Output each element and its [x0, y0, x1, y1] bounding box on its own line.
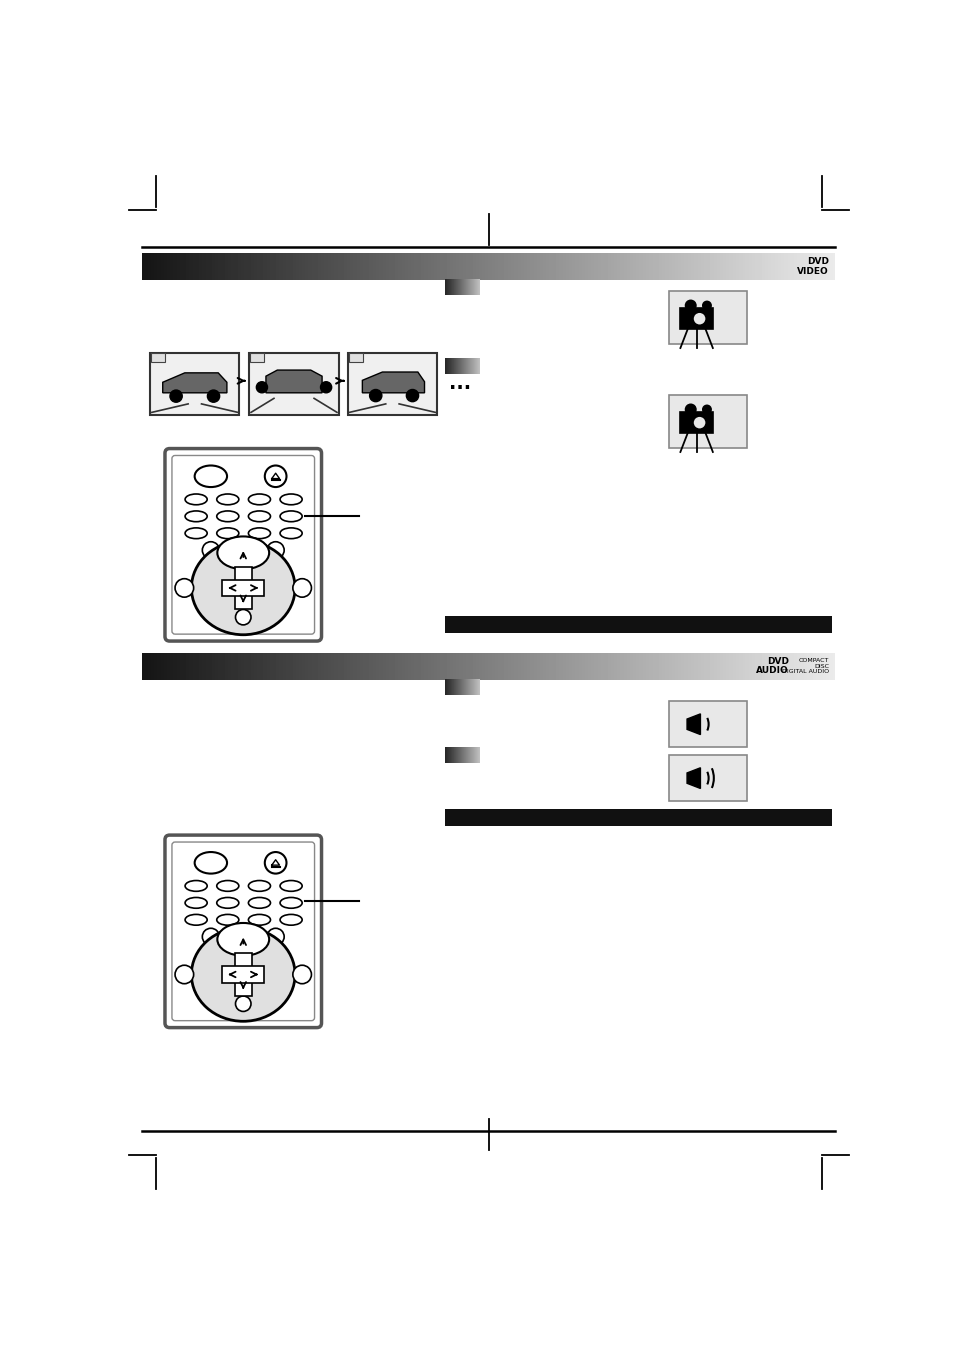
Ellipse shape	[192, 928, 294, 1021]
Ellipse shape	[248, 494, 271, 505]
Polygon shape	[266, 370, 322, 393]
Circle shape	[692, 416, 705, 430]
Circle shape	[702, 301, 710, 309]
Circle shape	[369, 389, 381, 401]
Text: ...: ...	[448, 374, 470, 393]
Bar	[669, 701, 746, 747]
Text: COMPACT
DISC
DIGITAL AUDIO: COMPACT DISC DIGITAL AUDIO	[781, 658, 828, 674]
Ellipse shape	[248, 881, 271, 892]
Ellipse shape	[217, 923, 269, 955]
Ellipse shape	[280, 881, 302, 892]
Ellipse shape	[248, 897, 271, 908]
Bar	[234, 567, 252, 609]
Ellipse shape	[280, 494, 302, 505]
Circle shape	[235, 609, 251, 626]
Ellipse shape	[185, 528, 207, 539]
Polygon shape	[686, 713, 700, 735]
Bar	[444, 809, 831, 825]
Circle shape	[267, 928, 284, 946]
Circle shape	[202, 542, 219, 559]
Ellipse shape	[217, 536, 269, 569]
FancyBboxPatch shape	[165, 835, 321, 1028]
Circle shape	[702, 405, 710, 413]
Circle shape	[174, 965, 193, 984]
Ellipse shape	[248, 511, 271, 521]
Ellipse shape	[194, 466, 227, 488]
Text: DVD
AUDIO: DVD AUDIO	[756, 657, 788, 676]
Ellipse shape	[280, 511, 302, 521]
Polygon shape	[163, 373, 227, 393]
Bar	[348, 353, 436, 415]
Circle shape	[267, 542, 284, 559]
Circle shape	[293, 578, 311, 597]
Ellipse shape	[192, 542, 294, 635]
Bar	[669, 755, 746, 801]
Polygon shape	[362, 372, 424, 393]
Ellipse shape	[216, 915, 238, 925]
Bar	[679, 412, 712, 432]
Circle shape	[207, 390, 219, 403]
Ellipse shape	[185, 494, 207, 505]
Circle shape	[202, 928, 219, 946]
Circle shape	[265, 466, 286, 488]
Circle shape	[406, 389, 418, 401]
Bar	[222, 966, 264, 984]
Circle shape	[174, 578, 193, 597]
Text: DVD
VIDEO: DVD VIDEO	[797, 257, 828, 276]
Bar	[249, 353, 338, 415]
Bar	[222, 580, 264, 596]
Ellipse shape	[280, 915, 302, 925]
Ellipse shape	[216, 881, 238, 892]
Ellipse shape	[216, 511, 238, 521]
Circle shape	[320, 382, 332, 393]
Circle shape	[235, 996, 251, 1012]
Ellipse shape	[248, 915, 271, 925]
Ellipse shape	[216, 528, 238, 539]
FancyBboxPatch shape	[165, 449, 321, 642]
Bar	[669, 396, 746, 447]
Ellipse shape	[248, 528, 271, 539]
Ellipse shape	[185, 897, 207, 908]
Bar	[250, 353, 264, 362]
Ellipse shape	[185, 915, 207, 925]
Ellipse shape	[185, 511, 207, 521]
Circle shape	[293, 965, 311, 984]
Ellipse shape	[194, 852, 227, 874]
Ellipse shape	[216, 897, 238, 908]
Ellipse shape	[280, 897, 302, 908]
Circle shape	[685, 404, 695, 415]
Bar	[150, 353, 239, 415]
Circle shape	[170, 390, 182, 403]
Circle shape	[265, 852, 286, 874]
Circle shape	[685, 300, 695, 311]
Bar	[234, 954, 252, 996]
Ellipse shape	[216, 494, 238, 505]
Bar	[669, 292, 746, 345]
Bar	[151, 353, 165, 362]
Ellipse shape	[185, 881, 207, 892]
Ellipse shape	[280, 528, 302, 539]
Polygon shape	[686, 767, 700, 789]
Bar	[679, 308, 712, 330]
Circle shape	[692, 312, 705, 326]
Circle shape	[256, 382, 267, 393]
Bar	[444, 616, 831, 634]
Bar	[348, 353, 362, 362]
